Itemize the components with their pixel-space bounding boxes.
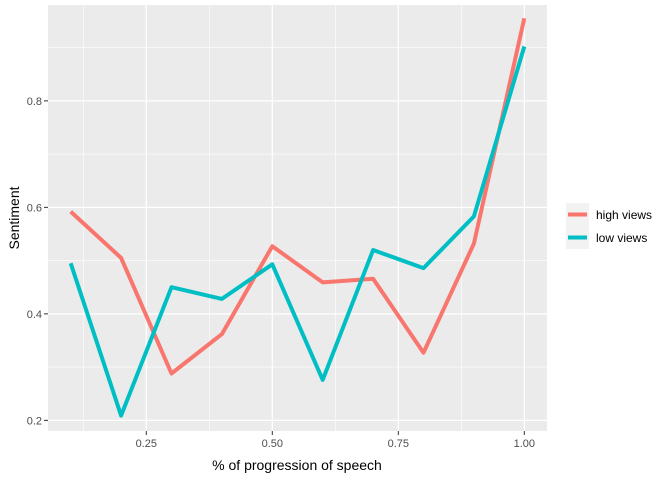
series-line-low-views bbox=[68, 45, 527, 418]
x-tick-label: 1.00 bbox=[514, 438, 535, 450]
x-axis-title: % of progression of speech bbox=[212, 457, 382, 473]
x-tick-label: 0.75 bbox=[388, 438, 409, 450]
legend-label-low-views: low views bbox=[596, 231, 647, 245]
legend-label-high-views: high views bbox=[596, 208, 652, 222]
series-line-high-views bbox=[69, 17, 527, 376]
y-tick-label: 0.2 bbox=[27, 415, 42, 427]
y-tick-label: 0.4 bbox=[27, 309, 42, 321]
major-gridlines bbox=[48, 5, 547, 431]
y-tick-label: 0.8 bbox=[27, 96, 42, 108]
y-tick-label: 0.6 bbox=[27, 202, 42, 214]
plot-panel bbox=[48, 5, 547, 431]
x-tick-label: 0.50 bbox=[262, 438, 283, 450]
x-tick-label: 0.25 bbox=[136, 438, 157, 450]
legend: high views low views bbox=[566, 203, 652, 249]
x-axis-ticks: 0.25 0.50 0.75 1.00 bbox=[136, 431, 535, 450]
y-axis-title: Sentiment bbox=[6, 186, 22, 249]
y-axis-ticks: 0.2 0.4 0.6 0.8 bbox=[27, 96, 48, 427]
series-lines bbox=[68, 17, 527, 418]
minor-gridlines bbox=[48, 5, 547, 431]
